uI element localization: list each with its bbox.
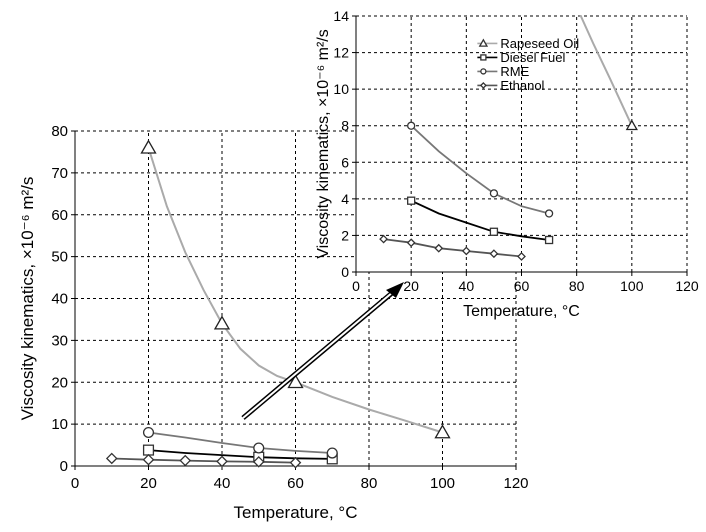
x-tick-label: 40 bbox=[459, 278, 475, 294]
y-axis-label: Viscosity kinematics, ×10⁻⁶ m²/s bbox=[315, 29, 332, 258]
circle-point bbox=[489, 189, 499, 198]
x-tick-label: 120 bbox=[675, 278, 699, 294]
square-point bbox=[544, 235, 554, 245]
series-ethanol bbox=[379, 234, 526, 261]
series-line bbox=[148, 449, 333, 460]
y-tick-label: 80 bbox=[51, 123, 68, 140]
triangle-point bbox=[287, 373, 304, 389]
y-tick-label: 20 bbox=[51, 374, 68, 391]
y-tick-label: 12 bbox=[333, 45, 349, 61]
x-tick-label: 100 bbox=[620, 278, 644, 294]
diamond-point bbox=[461, 246, 471, 256]
diamond-point bbox=[142, 453, 155, 466]
triangle-point bbox=[140, 139, 157, 154]
circle-point bbox=[326, 447, 338, 459]
arrow-shaft-inner bbox=[242, 288, 397, 419]
x-tick-label: 100 bbox=[430, 475, 455, 492]
legend-label: Ethanol bbox=[500, 78, 544, 93]
legend-label: RME bbox=[500, 64, 529, 79]
series-rapeseed-oil bbox=[140, 139, 451, 439]
x-axis-label: Temperature, °C bbox=[463, 303, 580, 320]
series-ethanol bbox=[105, 452, 302, 469]
legend-triangle-marker bbox=[478, 38, 489, 47]
diamond-point bbox=[379, 234, 389, 244]
zoom-arrow bbox=[241, 282, 404, 420]
triangle-point bbox=[434, 424, 451, 439]
y-axis-label: Viscosity kinematics, ×10⁻⁶ m²/s bbox=[18, 177, 37, 421]
x-tick-label: 60 bbox=[514, 278, 530, 294]
circle-point bbox=[142, 426, 155, 439]
diamond-point bbox=[252, 455, 265, 468]
legend-diamond-marker bbox=[479, 81, 487, 89]
x-axis-label: Temperature, °C bbox=[234, 503, 358, 522]
circle-point bbox=[544, 209, 554, 218]
diamond-point bbox=[105, 452, 118, 465]
series-line bbox=[147, 147, 443, 434]
y-tick-label: 2 bbox=[341, 227, 349, 243]
diamond-point bbox=[216, 455, 228, 468]
series-rme bbox=[407, 121, 554, 218]
square-point bbox=[489, 227, 499, 236]
y-tick-label: 0 bbox=[341, 264, 349, 280]
diamond-point bbox=[406, 238, 416, 248]
diamond-point bbox=[517, 252, 526, 261]
y-tick-label: 70 bbox=[51, 165, 68, 182]
x-tick-label: 20 bbox=[403, 278, 419, 294]
y-tick-label: 40 bbox=[51, 291, 68, 308]
y-tick-label: 4 bbox=[341, 191, 349, 207]
legend-label: Diesel Fuel bbox=[500, 50, 565, 65]
arrow-head bbox=[386, 282, 404, 298]
series-line bbox=[148, 431, 333, 454]
inset-chart: 0 20 40 60 80 100 120 0 2 4 6 8 10 12 14 Temperature, °… bbox=[315, 8, 699, 320]
x-tick-label: 20 bbox=[140, 475, 157, 492]
series-line bbox=[410, 125, 550, 215]
y-tick-label: 60 bbox=[51, 207, 68, 224]
diamond-point bbox=[434, 243, 444, 253]
y-tick-label: 6 bbox=[341, 154, 349, 170]
y-tick-label: 0 bbox=[60, 458, 68, 475]
circle-point bbox=[253, 442, 265, 454]
x-tick-label: 0 bbox=[71, 475, 79, 492]
series-line bbox=[383, 238, 522, 258]
triangle-point bbox=[625, 119, 638, 131]
y-tick-label: 50 bbox=[51, 249, 68, 266]
series-rme bbox=[142, 426, 338, 459]
diamond-point bbox=[179, 454, 192, 467]
y-tick-label: 14 bbox=[333, 8, 349, 24]
square-point bbox=[142, 444, 155, 456]
legend-square-marker bbox=[480, 54, 487, 61]
y-tick-label: 10 bbox=[51, 416, 68, 433]
triangle-point bbox=[213, 315, 231, 330]
series-line bbox=[579, 15, 633, 127]
x-tick-label: 80 bbox=[361, 475, 378, 492]
series-line bbox=[111, 457, 296, 464]
series-line bbox=[410, 199, 550, 241]
legend-circle-marker bbox=[480, 68, 487, 75]
diamond-point bbox=[289, 456, 302, 469]
circle-point bbox=[407, 121, 416, 130]
y-tick-label: 30 bbox=[51, 332, 68, 349]
legend-label: Rapeseed Oil bbox=[500, 36, 579, 51]
x-tick-label: 40 bbox=[214, 475, 231, 492]
diamond-point bbox=[489, 249, 499, 259]
square-point bbox=[407, 196, 416, 205]
series-diesel-fuel bbox=[407, 196, 554, 245]
x-tick-label: 0 bbox=[352, 278, 360, 294]
x-tick-label: 80 bbox=[569, 278, 585, 294]
y-tick-label: 8 bbox=[341, 118, 349, 134]
y-tick-label: 10 bbox=[333, 81, 349, 97]
x-tick-label: 60 bbox=[287, 475, 304, 492]
x-tick-label: 120 bbox=[503, 475, 528, 492]
series-rapeseed-oil bbox=[579, 15, 638, 131]
